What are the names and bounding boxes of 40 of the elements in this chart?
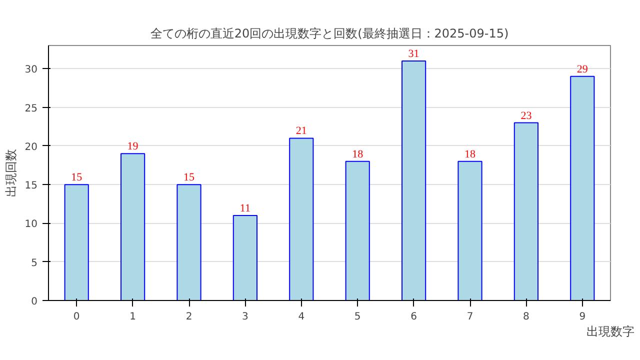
y-tick-label: 15 — [24, 180, 38, 192]
data-label: 31 — [408, 48, 420, 60]
chart-title: 全ての桁の直近20回の出現数字と回数(最終抽選日：2025-09-15) — [150, 26, 509, 40]
bar — [402, 60, 426, 300]
data-label: 15 — [71, 172, 83, 184]
y-tick-label: 0 — [31, 296, 38, 308]
data-label: 19 — [127, 140, 139, 153]
data-label: 18 — [352, 148, 364, 160]
bar — [514, 122, 538, 300]
bar — [345, 160, 370, 300]
data-label: 18 — [464, 148, 476, 160]
x-tick-label: 4 — [298, 312, 305, 322]
x-tick-label: 2 — [186, 312, 192, 322]
y-tick-label: 20 — [24, 142, 38, 153]
x-tick-label: 3 — [242, 312, 248, 322]
y-tick-label: 30 — [24, 64, 38, 76]
bar — [176, 184, 202, 300]
x-tick-label: 8 — [523, 312, 530, 322]
x-tick-label: 7 — [466, 312, 474, 322]
x-tick-label: 1 — [130, 312, 136, 322]
data-label: 15 — [184, 172, 195, 184]
x-tick-label: 0 — [73, 312, 80, 322]
x-tick-label: 5 — [354, 312, 361, 322]
x-tick-label: 9 — [579, 312, 586, 322]
y-tick-label: 25 — [24, 103, 38, 114]
data-label: 29 — [576, 63, 588, 76]
data-label: 23 — [520, 110, 532, 122]
bar — [64, 184, 89, 300]
bar — [289, 138, 314, 300]
data-label: 11 — [240, 202, 250, 214]
bar — [120, 153, 146, 300]
x-axis-title: 出現数字 — [586, 324, 634, 338]
bar — [570, 76, 595, 300]
bar — [458, 160, 482, 300]
bar — [232, 215, 258, 300]
y-tick-label: 10 — [24, 219, 38, 230]
y-axis-title: 出現回数 — [4, 149, 18, 197]
data-label: 21 — [296, 125, 307, 138]
x-tick-label: 6 — [410, 312, 417, 322]
y-tick-label: 5 — [31, 258, 38, 269]
